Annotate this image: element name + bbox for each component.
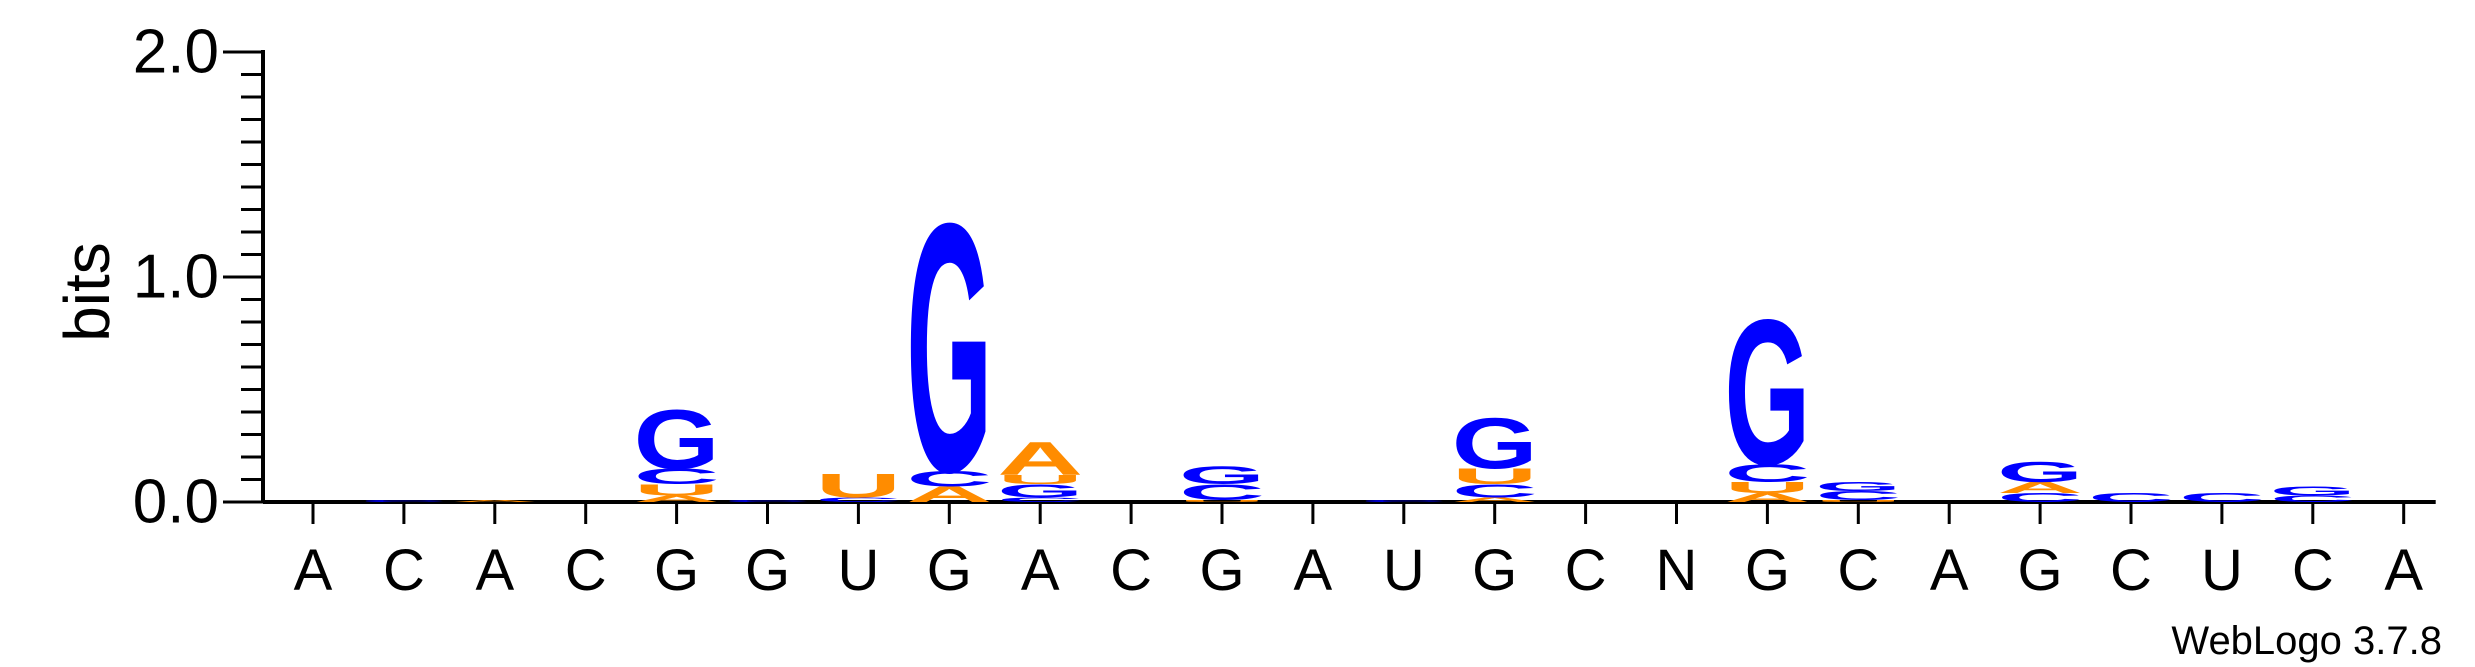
x-tick-label: G bbox=[654, 538, 699, 603]
logo-letter-c: C bbox=[634, 464, 720, 489]
x-tick-label: C bbox=[2110, 538, 2152, 603]
logo-letter-c: C bbox=[1452, 481, 1538, 502]
logo-letter-c: C bbox=[1724, 459, 1810, 487]
logo-letter-g: G bbox=[906, 149, 992, 546]
x-tick-label: A bbox=[1294, 538, 1333, 603]
x-tick-label: G bbox=[745, 538, 790, 603]
stack-position-7: CU bbox=[815, 466, 901, 505]
logo-letter-a: A bbox=[906, 482, 992, 507]
logo-letter-c: C bbox=[1179, 480, 1265, 505]
x-tick-label: U bbox=[1383, 538, 1425, 603]
x-tick-label: G bbox=[1199, 538, 1244, 603]
x-tick-label: N bbox=[1656, 538, 1698, 603]
logo-letter-g: G bbox=[1997, 457, 2083, 489]
logo-letter-g: G bbox=[1179, 461, 1265, 489]
logo-letter-u: U bbox=[634, 481, 720, 499]
x-tick-label: A bbox=[2384, 538, 2423, 603]
logo-letter-g: G bbox=[1452, 402, 1538, 483]
stack-position-20: CAG bbox=[1997, 457, 2083, 505]
logo-letter-u: U bbox=[1179, 499, 1265, 503]
x-tick-label: C bbox=[383, 538, 425, 603]
logo-letter-a: A bbox=[997, 433, 1083, 486]
x-tick-label: C bbox=[2292, 538, 2334, 603]
x-tick-label: C bbox=[565, 538, 607, 603]
logo-letter-a: A bbox=[1997, 479, 2083, 497]
stack-position-18: UCG bbox=[1815, 479, 1901, 502]
y-tick-label: 2.0 bbox=[133, 18, 219, 87]
logo-letter-c: C bbox=[997, 496, 1083, 503]
logo-letter-u: U bbox=[1452, 464, 1538, 489]
x-tick-label: U bbox=[837, 538, 879, 603]
logo-letter-c: C bbox=[1815, 488, 1901, 502]
y-tick-label: 0.0 bbox=[133, 468, 219, 537]
x-tick-label: A bbox=[1930, 538, 1969, 603]
logo-letter-c: C bbox=[2270, 494, 2356, 504]
weblogo-credit: WebLogo 3.7.8 bbox=[2171, 619, 2442, 663]
logo-letter-g: G bbox=[1815, 479, 1901, 493]
x-tick-label: G bbox=[1745, 538, 1790, 603]
stack-position-21: C bbox=[2088, 491, 2174, 505]
logo-letter-c: C bbox=[1997, 491, 2083, 505]
logo-letter-u: U bbox=[997, 473, 1083, 487]
logo-letter-c: C bbox=[725, 499, 811, 503]
x-tick-label: G bbox=[1472, 538, 1517, 603]
stack-position-2: C bbox=[361, 499, 447, 503]
stack-position-11: UCG bbox=[1179, 461, 1265, 505]
x-tick-label: A bbox=[475, 538, 514, 603]
logo-letter-u: U bbox=[1815, 499, 1901, 503]
stack-position-8: ACG bbox=[906, 149, 992, 546]
logo-letter-u: U bbox=[1724, 479, 1810, 497]
x-tick-label: C bbox=[1565, 538, 1607, 603]
logo-letter-c: C bbox=[361, 499, 447, 503]
x-tick-label: C bbox=[1837, 538, 1879, 603]
stack-position-3: A bbox=[452, 499, 538, 503]
logo-letter-a: A bbox=[634, 494, 720, 504]
logo-letter-c: C bbox=[815, 496, 901, 503]
logo-letter-c: C bbox=[2088, 491, 2174, 505]
x-tick-label: G bbox=[2018, 538, 2063, 603]
y-axis: 0.0 1.0 2.0 bbox=[133, 18, 265, 537]
logo-letter-c: C bbox=[906, 466, 992, 491]
x-tick-label: C bbox=[1110, 538, 1152, 603]
x-tick-label: U bbox=[2201, 538, 2243, 603]
logo-letter-g: G bbox=[1724, 278, 1810, 509]
y-tick-label: 1.0 bbox=[133, 243, 219, 312]
logo-letter-u: U bbox=[815, 466, 901, 505]
logo-letter-a: A bbox=[1724, 491, 1810, 505]
x-tick-label: G bbox=[927, 538, 972, 603]
x-tick-label: A bbox=[1021, 538, 1060, 603]
logo-letter-a: A bbox=[452, 499, 538, 503]
logo-letter-g: G bbox=[634, 392, 720, 487]
logo-letter-c: C bbox=[1361, 499, 1447, 503]
logo-letter-g: G bbox=[997, 480, 1083, 501]
stack-position-13: C bbox=[1361, 499, 1447, 503]
x-tick-label: A bbox=[294, 538, 333, 603]
stack-position-6: C bbox=[725, 499, 811, 503]
logo-letter-a: A bbox=[1452, 496, 1538, 503]
stack-position-22: C bbox=[2179, 491, 2265, 505]
logo-letter-g: G bbox=[2270, 484, 2356, 498]
stack-position-23: CG bbox=[2270, 484, 2356, 504]
logo-letter-c: C bbox=[2179, 491, 2265, 505]
y-axis-label: bits bbox=[51, 242, 123, 342]
